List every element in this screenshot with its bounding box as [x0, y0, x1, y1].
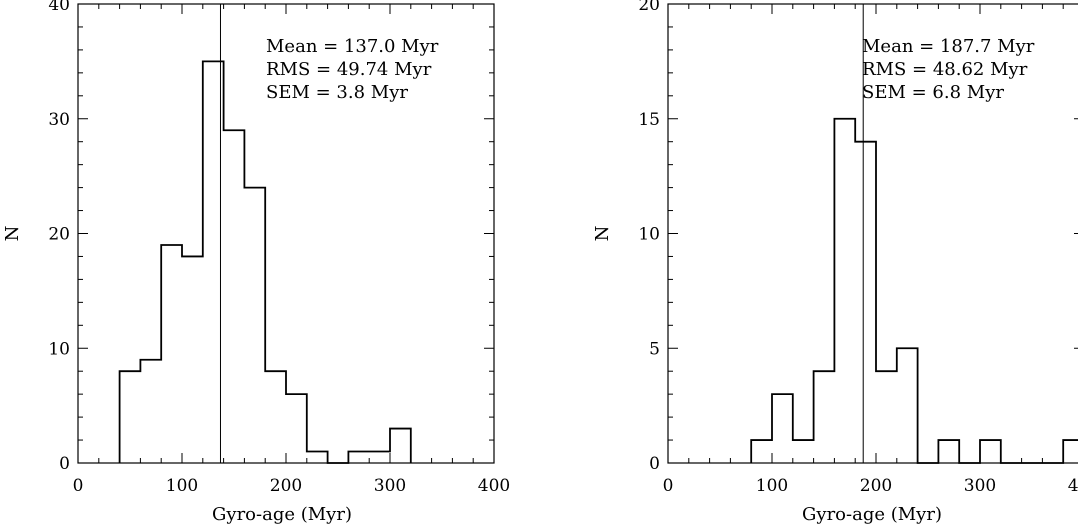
stat-annotation: SEM = 3.8 Myr [266, 82, 408, 103]
y-tick-label: 10 [638, 225, 660, 245]
x-tick-label: 300 [964, 476, 996, 496]
histogram-outline [750, 117, 1078, 464]
x-tick-label: 400 [478, 476, 510, 496]
x-tick-label: 400 [1068, 476, 1078, 496]
y-axis-label: N [592, 226, 613, 242]
y-tick-label: 0 [649, 454, 660, 474]
histogram-bar [348, 452, 369, 463]
y-tick-label: 20 [638, 0, 660, 15]
y-tick-label: 10 [48, 339, 70, 359]
histogram-bar [814, 371, 835, 463]
histogram-bar [897, 348, 918, 463]
y-axis-label: N [2, 226, 23, 242]
histogram-outline [118, 60, 412, 464]
histogram-bar [751, 440, 772, 463]
histogram-bar [834, 119, 855, 463]
histogram-bar [855, 142, 876, 463]
histogram-panel-2: 0 100 200 300 400 0 5 10 15 20 Mean = 187.7 MyrRMS… [592, 0, 1078, 525]
x-tick-label: 0 [73, 476, 84, 496]
stat-annotation: RMS = 49.74 Myr [266, 59, 432, 80]
x-tick-label: 0 [663, 476, 674, 496]
stat-annotation: SEM = 6.8 Myr [862, 82, 1004, 103]
stat-annotation: Mean = 187.7 Myr [862, 36, 1035, 57]
y-tick-label: 15 [638, 110, 660, 130]
histogram-bar [140, 360, 161, 463]
histogram-bar [793, 440, 814, 463]
histogram-bar [772, 394, 793, 463]
histogram-bar [120, 371, 141, 463]
histogram-bar [307, 452, 328, 463]
stat-annotation: Mean = 137.0 Myr [266, 36, 439, 57]
stat-annotation: RMS = 48.62 Myr [862, 59, 1028, 80]
histogram-bar [938, 440, 959, 463]
x-tick-label: 300 [374, 476, 406, 496]
x-axis-label: Gyro-age (Myr) [802, 504, 942, 525]
histogram-bar [286, 394, 307, 463]
histogram-bar [876, 371, 897, 463]
histogram-bar [224, 130, 245, 463]
x-tick-label: 200 [270, 476, 302, 496]
histogram-bar [980, 440, 1001, 463]
histogram-bar [182, 256, 203, 463]
y-tick-label: 30 [48, 110, 70, 130]
x-tick-label: 100 [756, 476, 788, 496]
y-tick-label: 0 [59, 454, 70, 474]
x-axis-label: Gyro-age (Myr) [212, 504, 352, 525]
histogram-panel-1: 0 100 200 300 400 0 10 20 30 40 Mean = 137.0 MyrRM… [2, 0, 510, 525]
histogram-bar [265, 371, 286, 463]
histogram-bar [1063, 440, 1078, 463]
histogram-bar [161, 245, 182, 463]
y-tick-label: 20 [48, 225, 70, 245]
histogram-bar [390, 429, 411, 463]
histogram-bar [369, 452, 390, 463]
histogram-bar [244, 188, 265, 463]
y-tick-label: 40 [48, 0, 70, 15]
x-tick-label: 100 [166, 476, 198, 496]
y-tick-label: 5 [649, 339, 660, 359]
x-tick-label: 200 [860, 476, 892, 496]
